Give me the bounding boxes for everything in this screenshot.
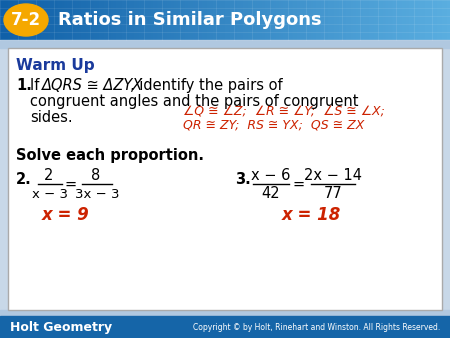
Text: , identify the pairs of: , identify the pairs of: [130, 78, 283, 93]
Text: =: =: [293, 176, 305, 192]
Text: If: If: [30, 78, 44, 93]
Bar: [0, 316, 450, 338]
Text: sides.: sides.: [30, 110, 72, 125]
Text: x = 18: x = 18: [281, 206, 341, 224]
Text: Ratios in Similar Polygons: Ratios in Similar Polygons: [58, 11, 322, 29]
Text: QR ≅ ZY;  RS ≅ YX;  QS ≅ ZX: QR ≅ ZY; RS ≅ YX; QS ≅ ZX: [183, 119, 364, 132]
Text: ΔQRS ≅ ΔZYX: ΔQRS ≅ ΔZYX: [42, 78, 143, 93]
Text: Solve each proportion.: Solve each proportion.: [16, 148, 204, 163]
FancyBboxPatch shape: [8, 48, 442, 310]
Text: Warm Up: Warm Up: [16, 58, 94, 73]
Text: 8: 8: [91, 168, 101, 183]
Text: 2x − 14: 2x − 14: [304, 168, 362, 183]
Text: Holt Geometry: Holt Geometry: [10, 320, 112, 334]
Ellipse shape: [4, 4, 48, 36]
Text: congruent angles and the pairs of congruent: congruent angles and the pairs of congru…: [30, 94, 359, 109]
Text: x = 9: x = 9: [42, 206, 90, 224]
Text: 3.: 3.: [235, 172, 251, 187]
Text: 42: 42: [262, 187, 280, 201]
Text: Copyright © by Holt, Rinehart and Winston. All Rights Reserved.: Copyright © by Holt, Rinehart and Winsto…: [193, 322, 440, 332]
Text: 7-2: 7-2: [11, 11, 41, 29]
Text: ∠Q ≅ ∠Z;  ∠R ≅ ∠Y;  ∠S ≅ ∠X;: ∠Q ≅ ∠Z; ∠R ≅ ∠Y; ∠S ≅ ∠X;: [183, 104, 385, 117]
Text: 2: 2: [44, 168, 54, 183]
Text: 3x − 3: 3x − 3: [75, 188, 119, 200]
Text: 77: 77: [324, 187, 342, 201]
Text: x − 3: x − 3: [32, 188, 68, 200]
Text: =: =: [65, 176, 77, 192]
Bar: [0, 40, 450, 48]
Text: x − 6: x − 6: [251, 168, 291, 183]
Text: 1.: 1.: [16, 78, 32, 93]
Text: 2.: 2.: [16, 172, 32, 187]
Bar: [0, 310, 450, 316]
